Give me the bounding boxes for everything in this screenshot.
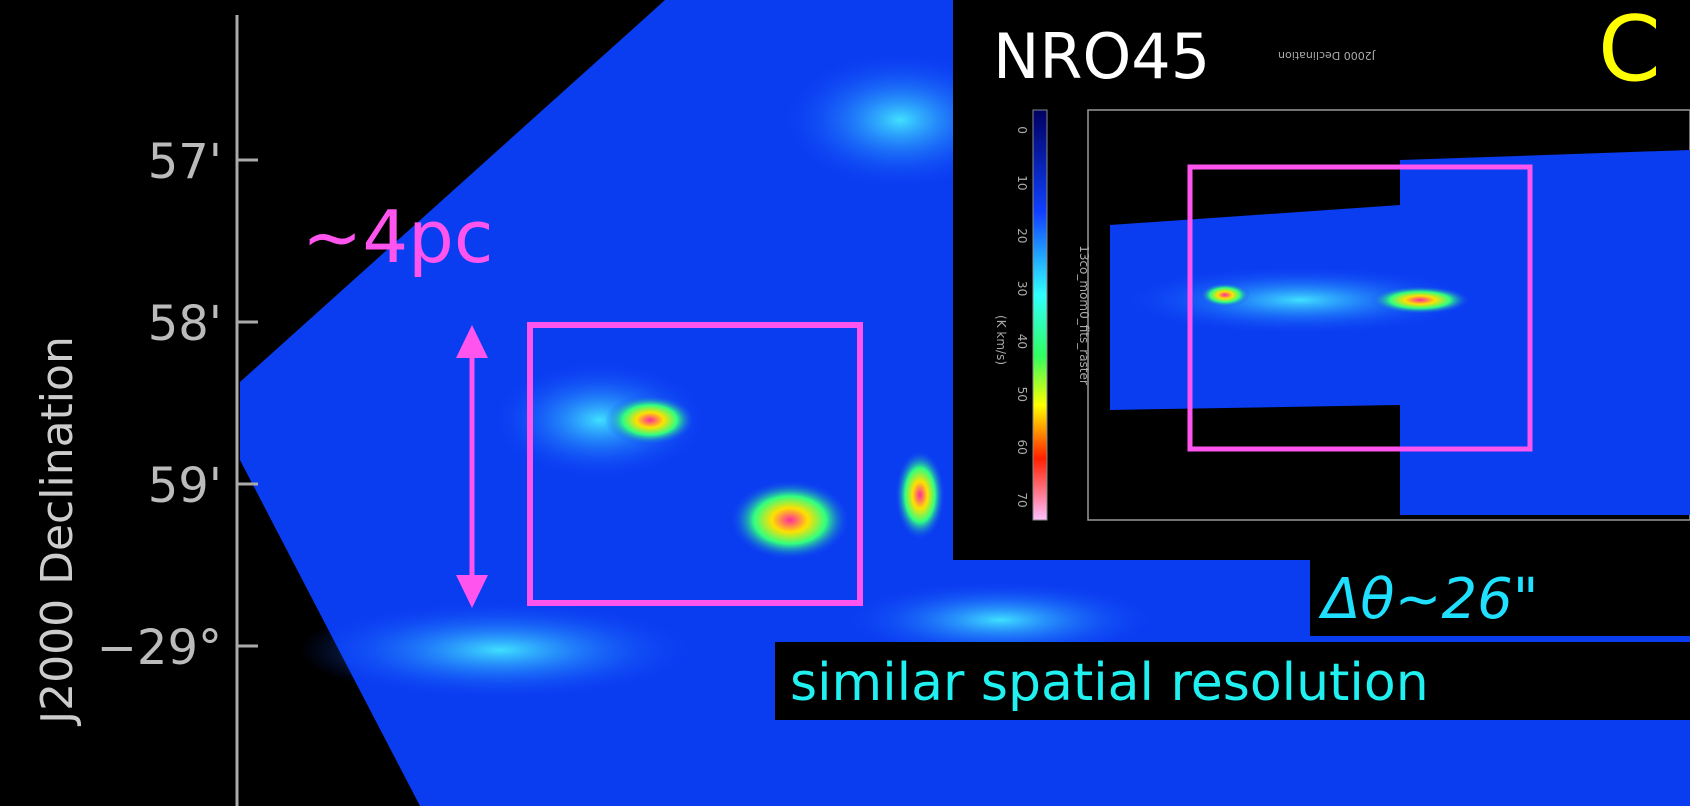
slide-canvas: 57' 58' 59' −29° J2000 Declination ~4pc NRO… (0, 0, 1690, 806)
corner-label: C (1598, 0, 1661, 102)
colorbar-tick-label: 60 (1015, 440, 1029, 455)
scale-label: ~4pc (302, 195, 493, 279)
colorbar-title: (K km/s) (994, 315, 1008, 365)
inset-axis-label: J2000 Declination (1278, 49, 1376, 62)
footer-text: similar spatial resolution (790, 653, 1429, 713)
resolution-label: Δθ~26" (1318, 567, 1539, 632)
axis-label: J2000 Declination (32, 336, 83, 727)
tick-label: 58' (148, 296, 222, 352)
slide: 57' 58' 59' −29° J2000 Declination ~4pc NRO… (0, 0, 1690, 806)
colorbar-tick-label: 70 (1015, 492, 1029, 507)
colorbar-tick-label: 10 (1015, 175, 1029, 190)
tick-label: 59' (148, 458, 222, 514)
colorbar-tick-label: 0 (1015, 126, 1029, 134)
colorbar-tick-label: 30 (1015, 281, 1029, 296)
tick-label: −29° (97, 620, 222, 676)
inset-structure (1200, 283, 1250, 307)
file-label: 13co_mom0_fits_raster (1077, 245, 1091, 385)
tick-label: 57' (148, 134, 222, 190)
colorbar-tick-label: 40 (1015, 334, 1029, 349)
inset-title: NRO45 (993, 20, 1210, 93)
inset-structure (1370, 286, 1470, 314)
colorbar (1033, 110, 1047, 520)
colorbar-tick-label: 20 (1015, 228, 1029, 243)
colorbar-tick-label: 50 (1015, 387, 1029, 402)
